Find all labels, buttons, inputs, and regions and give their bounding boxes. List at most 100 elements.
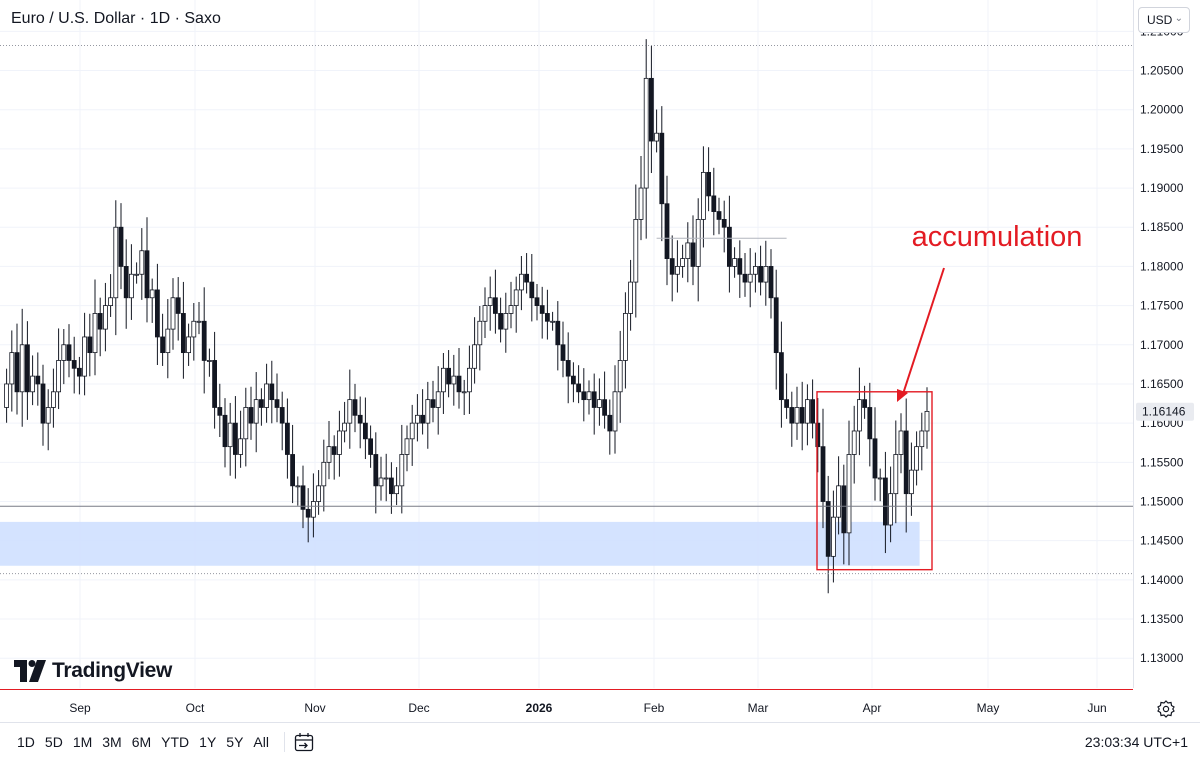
price-axis-label: 1.14500	[1140, 534, 1184, 548]
symbol-title[interactable]: Euro / U.S. Dollar · 1D · Saxo	[11, 10, 221, 27]
candle-body-up	[113, 226, 119, 299]
candle-body-down	[758, 266, 763, 283]
range-button-all[interactable]: All	[253, 734, 269, 750]
candle-body-up	[409, 422, 415, 440]
candle-body-down	[690, 242, 696, 267]
candle-body-down	[420, 414, 426, 424]
range-button-1m[interactable]: 1M	[72, 734, 93, 750]
candle-body-up	[92, 313, 98, 354]
candle-body-up	[414, 414, 420, 424]
candle-body-down	[217, 407, 223, 416]
range-button-6m[interactable]: 6M	[131, 734, 152, 750]
candle-body-down	[571, 375, 576, 385]
candle-body-up	[503, 313, 509, 330]
candle-body-up	[924, 410, 930, 432]
range-button-5y[interactable]: 5Y	[226, 734, 244, 750]
candle-body-down	[903, 430, 909, 495]
candle-body-down	[560, 344, 566, 361]
candle-body-up	[321, 461, 327, 487]
candle-body-up	[685, 242, 691, 259]
candle-body-down	[711, 195, 717, 212]
candle-body-up	[451, 375, 457, 385]
candle-body-down	[290, 454, 296, 487]
candle-body-down	[201, 320, 207, 361]
candle-body-down	[446, 367, 452, 385]
range-button-ytd[interactable]: YTD	[161, 734, 190, 750]
candle-body-up	[487, 297, 493, 307]
price-axis-label: 1.13000	[1140, 651, 1184, 665]
candle-body-down	[175, 297, 181, 314]
candle-body-down	[66, 344, 72, 361]
clock-timezone[interactable]: 23:03:34 UTC+1	[1084, 734, 1188, 750]
candle-body-up	[747, 273, 753, 283]
time-axis-label: May	[977, 701, 1000, 715]
candle-body-up	[836, 485, 841, 518]
candle-body-down	[789, 407, 795, 424]
range-button-5d[interactable]: 5D	[44, 734, 63, 750]
candle-body-down	[565, 360, 571, 377]
candle-body-up	[461, 391, 467, 394]
candle-body-up	[383, 477, 389, 480]
bottom-toolbar: 1D 5D 1M 3M 6M YTD 1Y 5Y All 23:03:34 UT…	[0, 728, 1200, 756]
range-button-3m[interactable]: 3M	[102, 734, 122, 750]
candle-body-up	[103, 305, 108, 330]
candle-body-down	[659, 132, 665, 205]
price-axis-label: 1.20000	[1140, 103, 1184, 117]
annotation-arrow-head	[897, 389, 908, 402]
time-axis-label: Nov	[304, 701, 325, 715]
price-axis: 1.13000 1.13500 1.14000 1.14500 1.15000 1.155…	[1133, 0, 1194, 688]
candle-body-down	[430, 399, 436, 408]
candle-body-down	[300, 485, 306, 510]
date-range-icon[interactable]	[293, 731, 315, 753]
candle-body-down	[368, 438, 374, 455]
price-axis-label: 1.20500	[1140, 64, 1184, 78]
candle-body-down	[872, 438, 878, 479]
candle-body-up	[919, 430, 925, 448]
time-axis: Sep Oct Nov Dec 2026 Feb Mar Apr May Jun	[69, 701, 1106, 715]
candle-body-up	[893, 454, 899, 495]
candle-body-up	[191, 320, 197, 338]
candle-body-down	[555, 320, 561, 346]
time-axis-label: Oct	[186, 701, 205, 715]
candle-body-up	[440, 367, 446, 393]
price-axis-label: 1.17000	[1140, 338, 1184, 352]
candle-body-down	[269, 383, 275, 401]
currency-selector[interactable]: USD ⌄	[1138, 7, 1190, 33]
candle-body-down	[815, 422, 821, 448]
candles-layer	[4, 39, 930, 594]
candle-body-down	[456, 375, 462, 393]
range-button-1d[interactable]: 1D	[17, 734, 35, 750]
time-axis-label: 2026	[526, 701, 553, 715]
candle-body-up	[425, 399, 431, 424]
candle-body-up	[342, 422, 348, 432]
candle-body-down	[591, 391, 597, 408]
candle-body-down	[144, 250, 150, 299]
candle-body-down	[706, 171, 711, 197]
time-axis-label: Dec	[408, 701, 429, 715]
range-button-1y[interactable]: 1Y	[199, 734, 217, 750]
settings-gear-icon[interactable]	[1156, 699, 1176, 719]
overlays-layer: accumulation	[0, 44, 1200, 723]
candle-body-down	[35, 375, 41, 385]
candle-body-up	[732, 258, 737, 267]
candle-body-up	[336, 430, 342, 455]
candle-body-down	[529, 281, 535, 299]
tradingview-logo-icon	[14, 660, 46, 682]
price-axis-label: 1.14000	[1140, 573, 1184, 587]
candle-body-up	[477, 320, 483, 346]
candle-body-up	[165, 328, 171, 354]
candle-body-down	[825, 501, 831, 557]
candle-body-up	[404, 438, 410, 455]
range-selector: 1D 5D 1M 3M 6M YTD 1Y 5Y All	[12, 728, 315, 756]
price-axis-label: 1.19500	[1140, 142, 1184, 156]
candle-body-down	[97, 313, 103, 330]
tradingview-logo[interactable]: TradingView	[14, 659, 172, 683]
candle-body-down	[258, 399, 264, 408]
candle-body-up	[45, 407, 51, 424]
candle-body-up	[851, 430, 857, 455]
candle-body-down	[799, 407, 805, 424]
candle-body-up	[597, 399, 602, 408]
candle-body-up	[347, 399, 353, 424]
